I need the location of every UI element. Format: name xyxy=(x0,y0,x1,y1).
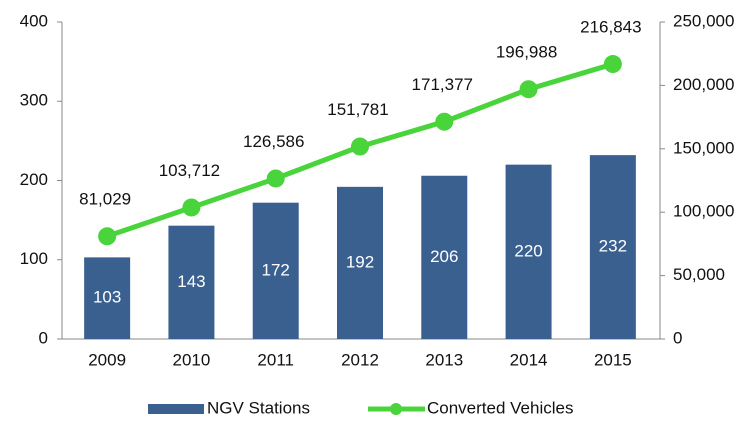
legend-swatch xyxy=(390,403,402,415)
y2-tick-label: 200,000 xyxy=(673,75,734,94)
bar-label: 143 xyxy=(177,272,205,291)
x-tick-label: 2009 xyxy=(88,350,126,369)
x-tick-label: 2013 xyxy=(425,350,463,369)
x-tick-label: 2012 xyxy=(341,350,379,369)
line-label: 126,586 xyxy=(243,132,304,151)
y2-tick-label: 150,000 xyxy=(673,138,734,157)
y2-tick-label: 250,000 xyxy=(673,11,734,30)
y2-tick-label: 100,000 xyxy=(673,202,734,221)
bar xyxy=(252,202,299,339)
line-marker xyxy=(519,80,538,99)
line-label: 171,377 xyxy=(412,75,473,94)
bar xyxy=(505,164,552,339)
x-tick-label: 2015 xyxy=(594,350,632,369)
y2-tick-label: 0 xyxy=(673,328,682,347)
legend-swatch xyxy=(148,404,204,414)
line-marker xyxy=(603,55,622,74)
line-marker xyxy=(182,198,201,217)
line-label: 216,843 xyxy=(580,18,641,37)
bar-label: 103 xyxy=(93,288,121,307)
x-tick-label: 2010 xyxy=(173,350,211,369)
y2-tick-label: 50,000 xyxy=(673,265,725,284)
bar-label: 220 xyxy=(514,241,542,260)
line-marker xyxy=(266,169,285,188)
legend-label: NGV Stations xyxy=(207,398,310,417)
line-label: 81,029 xyxy=(79,190,131,209)
x-tick-label: 2011 xyxy=(257,350,294,369)
line-marker xyxy=(98,227,117,246)
bar xyxy=(168,225,215,339)
bar-label: 232 xyxy=(599,237,627,256)
line-label: 151,781 xyxy=(327,100,388,119)
bar xyxy=(589,155,636,339)
legend-label: Converted Vehicles xyxy=(427,398,573,417)
line-label: 103,712 xyxy=(159,161,220,180)
y-tick-label: 300 xyxy=(20,91,48,110)
bar-label: 192 xyxy=(346,252,374,271)
bar xyxy=(337,186,383,339)
bar xyxy=(84,257,131,339)
x-tick-label: 2014 xyxy=(510,350,548,369)
bar-label: 172 xyxy=(262,260,290,279)
line-label: 196,988 xyxy=(496,43,557,62)
y-tick-label: 400 xyxy=(20,11,48,30)
y-tick-label: 200 xyxy=(20,170,48,189)
line-marker xyxy=(435,112,454,131)
line-marker xyxy=(351,137,369,156)
y-tick-label: 0 xyxy=(39,328,48,347)
y-tick-label: 100 xyxy=(20,249,48,268)
bar-label: 206 xyxy=(430,247,458,266)
bar xyxy=(421,175,468,339)
